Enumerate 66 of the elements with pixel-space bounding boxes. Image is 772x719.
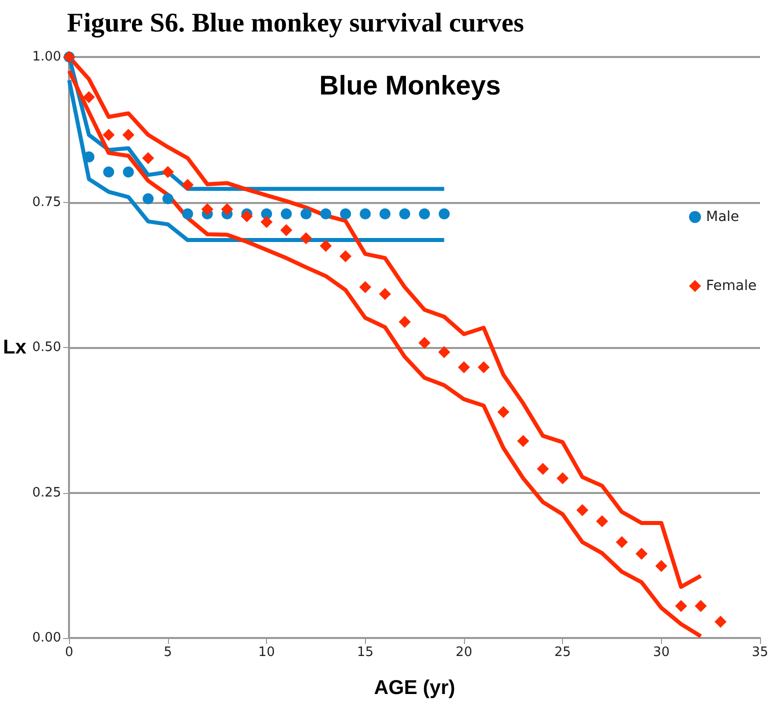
point [142,152,154,164]
point [240,210,253,222]
point [438,208,450,220]
y-tick-label: 0.00 [32,630,62,646]
point [300,232,312,244]
point [103,166,114,178]
point [82,91,95,104]
point [221,203,234,216]
point [320,240,332,252]
point [438,346,450,358]
point [340,250,352,262]
point [517,435,530,448]
point [556,472,569,484]
y-tick-label: 0.75 [32,194,62,210]
point [182,178,194,191]
point [260,216,273,228]
point [378,288,391,300]
point [418,336,430,349]
text: Blue Monkeys [319,70,501,100]
x-axis-title: AGE (yr) [374,677,456,699]
y-tick-label: 0.50 [32,340,62,355]
point [616,536,628,548]
point [399,208,410,220]
point [122,166,134,178]
point [360,208,371,220]
point [636,548,648,560]
x-tick-label: 5 [164,645,172,660]
point [675,600,688,612]
point [182,208,194,220]
chart-title: Figure S6. Blue monkey survival curves [67,8,524,38]
legend-label: Male [706,209,740,225]
point [300,208,312,220]
point [478,361,490,374]
point [122,128,134,141]
point [320,208,332,220]
x-tick-label: 35 [752,645,768,660]
legend-label: Female [706,278,757,294]
point [694,600,707,612]
x-tick-label: 25 [554,645,571,660]
point [102,128,115,141]
point [162,166,174,178]
y-tick-label: 1.00 [32,50,62,64]
point [576,504,588,516]
point [655,560,668,572]
point [714,616,727,628]
point [418,208,430,220]
point [340,208,352,220]
x-tick-label: 20 [456,645,472,660]
point [201,203,214,216]
point [458,361,470,374]
point [280,208,292,220]
x-tick-label: 30 [653,645,670,660]
point [280,224,292,236]
point [380,208,390,220]
point [398,316,411,328]
x-tick-label: 0 [65,645,74,660]
point [596,515,608,528]
point [142,193,154,204]
point [497,406,510,418]
point [359,281,372,294]
point [536,462,549,475]
x-tick-label: 10 [258,645,275,660]
y-axis-title: Lx [2,336,26,358]
y-tick-label: 0.25 [32,485,62,500]
x-tick-label: 15 [356,645,374,660]
point [162,193,174,204]
